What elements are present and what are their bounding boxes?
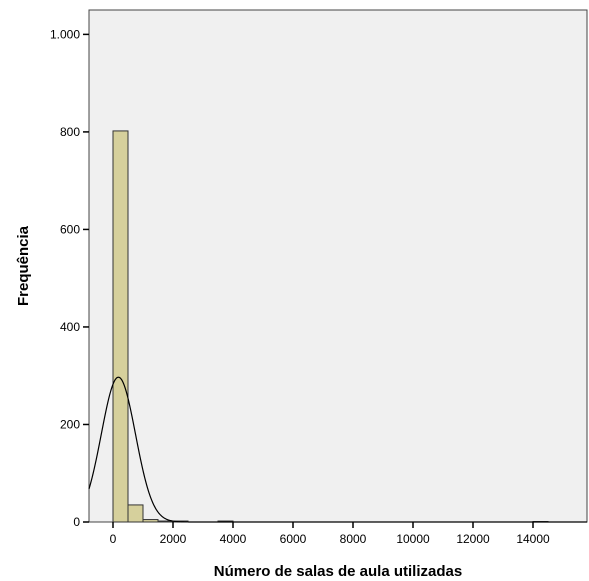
x-axis: 0 2000 4000 6000 8000 10000 12000 14000 <box>110 522 550 546</box>
normal-curve <box>88 376 587 523</box>
plot-area <box>88 9 588 523</box>
x-tick-label: 4000 <box>220 532 247 546</box>
x-tick-label: 8000 <box>340 532 367 546</box>
x-tick-label: 6000 <box>280 532 307 546</box>
histogram-bar <box>112 130 129 523</box>
x-axis-title: Número de salas de aula utilizadas <box>214 563 462 580</box>
histogram-bar <box>142 519 159 523</box>
x-tick-label: 12000 <box>456 532 490 546</box>
y-tick-label: 200 <box>60 417 80 431</box>
y-tick-label: 600 <box>60 222 80 236</box>
y-axis: 0 200 400 600 800 1.000 <box>50 27 89 529</box>
y-axis-title: Frequência <box>15 225 32 306</box>
x-tick-label: 0 <box>110 532 117 546</box>
y-tick-label: 1.000 <box>50 27 80 41</box>
x-tick-label: 14000 <box>516 532 550 546</box>
histogram-bar <box>127 504 144 523</box>
x-tick-label: 10000 <box>396 532 430 546</box>
y-tick-label: 0 <box>73 515 80 529</box>
y-tick-label: 400 <box>60 320 80 334</box>
x-tick-label: 2000 <box>160 532 187 546</box>
y-tick-label: 800 <box>60 125 80 139</box>
